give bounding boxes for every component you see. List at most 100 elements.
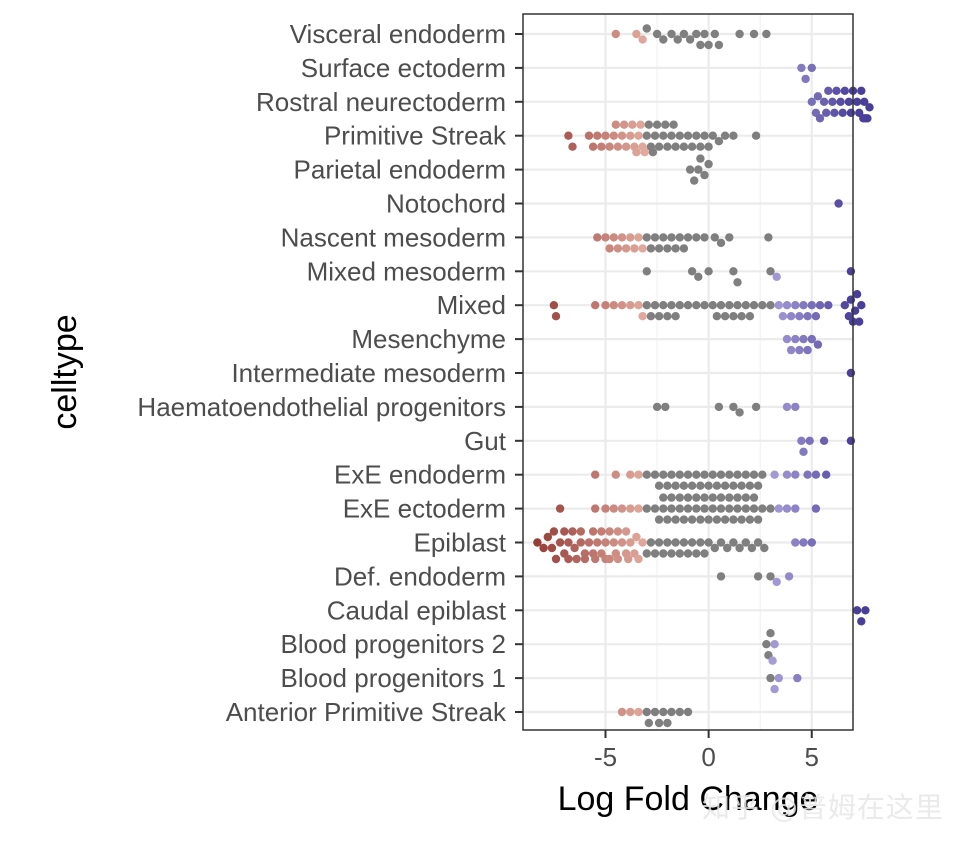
data-point <box>725 470 734 479</box>
data-point <box>741 470 750 479</box>
data-point <box>749 493 759 502</box>
data-point <box>613 142 623 151</box>
data-point <box>741 301 750 310</box>
data-point <box>632 148 641 157</box>
data-point <box>704 538 713 547</box>
data-point <box>634 554 643 564</box>
data-point <box>692 131 701 140</box>
data-point <box>762 640 771 649</box>
data-point <box>725 301 734 310</box>
data-point <box>857 301 866 310</box>
data-point <box>564 131 573 140</box>
data-point <box>605 142 614 151</box>
data-point <box>710 233 719 242</box>
data-point <box>650 233 660 242</box>
data-point <box>807 97 816 107</box>
data-point <box>725 233 734 242</box>
data-point <box>784 572 794 581</box>
data-point <box>729 267 738 276</box>
data-point <box>609 301 618 310</box>
data-point <box>654 244 664 253</box>
data-point <box>646 244 656 253</box>
data-point <box>799 538 808 547</box>
data-point <box>683 707 693 717</box>
data-point <box>729 481 738 490</box>
data-point <box>683 131 693 140</box>
data-point <box>799 301 808 310</box>
data-point <box>640 148 649 157</box>
data-point <box>766 673 775 683</box>
data-point <box>685 165 695 174</box>
data-point <box>720 515 730 524</box>
data-point <box>815 301 825 310</box>
data-point <box>659 707 668 717</box>
data-point <box>613 554 623 564</box>
data-point <box>659 301 668 310</box>
data-point <box>797 436 806 445</box>
data-point <box>716 493 726 502</box>
data-point <box>710 29 719 39</box>
data-point <box>737 481 746 490</box>
data-point <box>774 673 783 683</box>
data-point <box>696 154 705 163</box>
data-point <box>786 345 796 355</box>
data-point <box>799 334 808 344</box>
data-point <box>692 233 701 242</box>
data-point <box>659 493 668 502</box>
data-point <box>679 538 689 547</box>
data-point <box>624 554 633 564</box>
data-point <box>696 538 705 547</box>
data-point <box>782 470 792 479</box>
data-point <box>782 334 792 344</box>
data-point <box>654 312 664 321</box>
data-point <box>621 142 631 151</box>
data-point <box>605 244 614 253</box>
data-point <box>737 515 746 524</box>
data-point <box>650 131 660 140</box>
data-point <box>704 267 713 276</box>
data-point <box>591 554 600 564</box>
data-point <box>774 301 783 310</box>
data-point <box>696 481 705 490</box>
data-point <box>733 301 742 310</box>
data-point <box>708 470 717 479</box>
data-point <box>791 538 800 547</box>
data-point <box>683 301 693 310</box>
data-point <box>642 131 651 140</box>
data-point <box>601 504 610 513</box>
data-point <box>696 515 705 524</box>
data-point <box>762 29 771 39</box>
data-point <box>659 131 668 140</box>
data-point <box>634 470 643 479</box>
data-point <box>667 233 676 242</box>
data-point <box>803 345 812 355</box>
y-tick-label: Blood progenitors 1 <box>281 663 506 693</box>
data-point <box>642 301 651 310</box>
data-point <box>822 470 831 479</box>
data-point <box>601 538 610 547</box>
data-point <box>617 504 627 513</box>
data-point <box>687 515 697 524</box>
data-point <box>805 436 814 445</box>
data-point <box>543 532 552 542</box>
data-point <box>560 527 569 536</box>
data-point <box>619 120 629 129</box>
data-point <box>840 86 849 96</box>
data-point <box>822 108 831 118</box>
data-point <box>729 402 738 412</box>
data-point <box>712 312 722 321</box>
data-point <box>634 131 643 140</box>
data-point <box>725 493 734 502</box>
data-point <box>654 718 664 728</box>
data-point <box>675 707 684 717</box>
y-tick-label: ExE ectoderm <box>343 494 506 524</box>
data-point <box>642 267 651 276</box>
data-point <box>758 301 767 310</box>
data-point <box>694 272 703 281</box>
data-point <box>644 718 653 728</box>
data-point <box>741 504 750 513</box>
y-tick-label: Nascent mesoderm <box>281 222 506 252</box>
data-point <box>663 244 672 253</box>
data-point <box>652 29 662 39</box>
data-point <box>597 142 606 151</box>
